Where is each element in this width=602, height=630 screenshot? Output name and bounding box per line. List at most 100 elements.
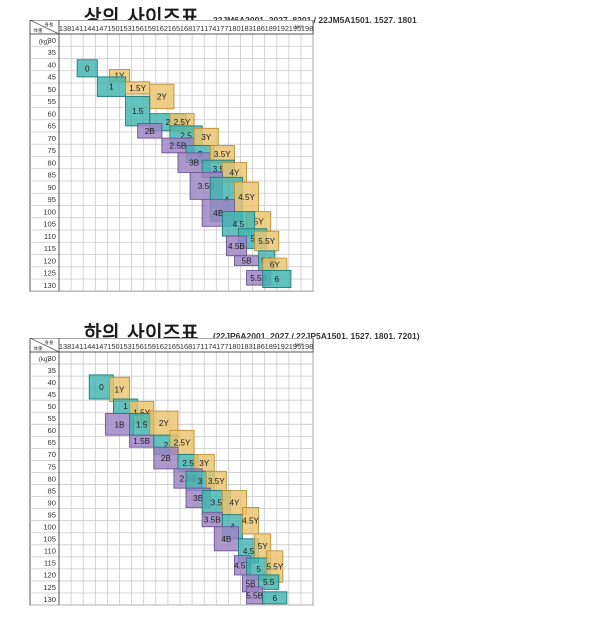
size-region-label: 4B	[221, 535, 232, 544]
weight-tick-label: 60	[48, 426, 56, 435]
top-chart-product-codes: 22JM6A2001. 2027. 8201 / 22JM5A1501. 152…	[213, 15, 417, 25]
size-region-box	[213, 526, 239, 552]
height-tick-label: 150	[107, 24, 119, 33]
size-region-2Y: 2Y	[149, 410, 179, 436]
size-region-label: 2	[166, 118, 171, 127]
size-region-label: 5.5	[263, 578, 275, 587]
height-tick-label: 189	[265, 24, 277, 33]
size-region-label: 4.5Y	[238, 193, 255, 202]
weight-tick-label: 35	[48, 48, 56, 57]
height-tick-label: 159	[144, 24, 156, 33]
height-tick-label: 153	[119, 342, 131, 351]
weight-tick-label: 120	[43, 571, 56, 580]
bottom-size-chart: 身長 体重 (cm) (kg) 138 141 144 147 150 153 156 159 162 1…	[0, 337, 602, 626]
size-region-label: 4Y	[229, 168, 240, 177]
weight-tick-label: 70	[48, 134, 56, 143]
weight-tick-label: 65	[48, 122, 56, 131]
weight-unit-label: (kg)	[39, 357, 49, 363]
size-region-label: 3Y	[199, 459, 210, 468]
size-region-label: 1.5B	[133, 437, 150, 446]
height-tick-label: 147	[95, 24, 107, 33]
size-region-3-5Y: 3.5Y	[209, 145, 235, 164]
size-region-6: 6	[262, 269, 292, 289]
size-region-label: 2Y	[157, 92, 168, 101]
size-region-label: 1	[109, 83, 114, 92]
corner-height-label: 身長	[45, 21, 54, 28]
weight-tick-label: 115	[44, 244, 56, 253]
weight-tick-label: 85	[48, 486, 56, 495]
size-region-label: 3.5	[211, 499, 223, 508]
weight-tick-label: 100	[43, 523, 56, 532]
size-region-1-5B: 1.5B	[129, 434, 155, 448]
size-region-label: 3.5B	[198, 182, 215, 191]
size-region-label: 1.5	[132, 107, 144, 116]
height-tick-label: 138	[59, 24, 71, 33]
height-tick-label: 198	[301, 342, 313, 351]
height-tick-label: 153	[119, 24, 131, 33]
size-region-label: 2Y	[159, 419, 170, 428]
weight-tick-label: 110	[44, 232, 56, 241]
size-region-1Y: 1Y	[108, 376, 131, 402]
height-tick-label: 168	[180, 342, 192, 351]
height-tick-label: 192	[277, 24, 289, 33]
size-region-label: 1Y	[114, 72, 125, 81]
height-tick-label: 189	[265, 342, 277, 351]
size-region-box	[233, 181, 260, 213]
weight-tick-label: 40	[48, 378, 56, 387]
weight-tick-label: 50	[48, 402, 56, 411]
size-region-label: 5.5Y	[258, 237, 275, 246]
size-region-box	[137, 122, 163, 139]
size-region-label: 1B	[114, 420, 125, 429]
size-region-label: 4B	[213, 209, 224, 218]
weight-tick-label: 85	[48, 171, 56, 180]
height-tick-label: 171	[192, 342, 204, 351]
height-tick-label: 195	[289, 24, 301, 33]
size-region-label: 4.5B	[234, 561, 251, 570]
height-tick-label: 186	[252, 342, 264, 351]
size-region-2Y: 2Y	[149, 83, 175, 110]
size-region-label: 3B	[193, 494, 204, 503]
height-tick-label: 141	[71, 342, 83, 351]
height-unit-label: (cm)	[295, 342, 304, 347]
height-tick-label: 174	[204, 342, 216, 351]
weight-tick-label: 40	[48, 60, 56, 69]
height-tick-label: 162	[156, 24, 168, 33]
size-region-label: 5	[256, 565, 261, 574]
size-region-label: 4.5	[243, 547, 255, 556]
size-region-2B: 2B	[137, 122, 163, 139]
size-region-4-5B: 4.5B	[225, 235, 247, 257]
weight-tick-label: 60	[48, 109, 56, 118]
weight-tick-label: 130	[43, 281, 56, 290]
height-tick-label: 195	[289, 342, 301, 351]
size-region-label: 2.5	[180, 132, 192, 141]
weight-tick-label: 75	[48, 462, 56, 471]
height-tick-label: 183	[240, 342, 252, 351]
weight-tick-label: 90	[48, 183, 56, 192]
height-tick-label: 177	[216, 24, 228, 33]
weight-tick-label: 50	[48, 85, 56, 94]
corner-weight-label: 体重	[34, 27, 43, 34]
size-region-label: 2.5Y	[174, 118, 191, 127]
size-region-label: 3B	[189, 159, 200, 168]
size-region-label: 1.5	[136, 420, 148, 429]
size-region-5-5: 5.5	[258, 574, 280, 590]
size-region-box	[262, 269, 292, 289]
size-region-box	[125, 96, 151, 127]
size-region-5B: 5B	[233, 255, 260, 266]
weight-unit-label: (kg)	[39, 39, 49, 45]
height-tick-label: 162	[156, 342, 168, 351]
weight-tick-label: 80	[48, 158, 56, 167]
size-region-4-5Y: 4.5Y	[242, 506, 260, 535]
height-tick-label: 183	[240, 24, 252, 33]
weight-tick-label: 95	[48, 195, 56, 204]
size-region-1-5: 1.5	[125, 96, 151, 127]
weight-tick-label: 125	[43, 269, 56, 278]
size-region-label: 1.5Y	[129, 84, 146, 93]
size-region-label: 6	[273, 594, 278, 603]
weight-tick-label: 30	[48, 36, 56, 45]
height-tick-label: 147	[95, 342, 107, 351]
weight-tick-label: 70	[48, 450, 56, 459]
size-region-5-5Y: 5.5Y	[254, 230, 280, 252]
